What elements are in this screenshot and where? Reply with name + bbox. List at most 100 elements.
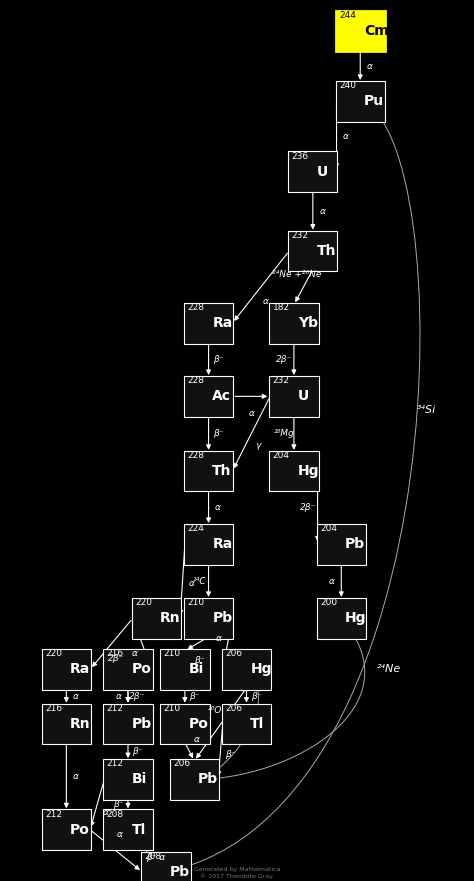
FancyBboxPatch shape [42, 704, 91, 744]
FancyBboxPatch shape [336, 81, 385, 122]
Text: 204: 204 [273, 451, 290, 460]
Text: β⁻: β⁻ [213, 429, 223, 438]
Text: ¹⁴C: ¹⁴C [192, 577, 206, 586]
Text: 210: 210 [164, 649, 181, 658]
Text: β⁻ α: β⁻ α [146, 853, 165, 862]
FancyBboxPatch shape [184, 303, 233, 344]
Text: α: α [116, 692, 121, 701]
Text: β⁻: β⁻ [189, 692, 200, 701]
Text: 208: 208 [107, 810, 124, 818]
FancyBboxPatch shape [132, 598, 181, 639]
FancyBboxPatch shape [184, 524, 233, 565]
FancyBboxPatch shape [103, 810, 153, 850]
Text: Pb: Pb [198, 773, 218, 787]
Text: 236: 236 [292, 152, 309, 160]
Text: Cm: Cm [364, 24, 389, 38]
Text: α: α [117, 830, 123, 840]
Text: β⁻: β⁻ [113, 800, 124, 809]
Text: Pb: Pb [212, 611, 232, 626]
Text: 208: 208 [145, 852, 162, 861]
FancyBboxPatch shape [160, 649, 210, 690]
FancyBboxPatch shape [160, 704, 210, 744]
FancyBboxPatch shape [222, 704, 271, 744]
Text: 212: 212 [45, 810, 62, 818]
Text: 212: 212 [107, 704, 124, 713]
Text: 228: 228 [187, 303, 204, 312]
Text: Po: Po [132, 663, 152, 677]
Text: Pb: Pb [345, 537, 365, 552]
Text: β⁻: β⁻ [132, 747, 143, 756]
Text: 200: 200 [320, 598, 337, 607]
Text: 228: 228 [187, 376, 204, 385]
FancyBboxPatch shape [184, 376, 233, 417]
FancyBboxPatch shape [184, 598, 233, 639]
Text: Tl: Tl [250, 717, 264, 731]
Text: Bi: Bi [132, 773, 147, 787]
Text: 2β⁻: 2β⁻ [300, 503, 316, 512]
Text: β⁻: β⁻ [213, 355, 223, 365]
Text: 240: 240 [339, 81, 356, 90]
Text: 2β⁻: 2β⁻ [109, 655, 125, 663]
Text: 232: 232 [273, 376, 290, 385]
Text: 216: 216 [107, 649, 124, 658]
Text: 232: 232 [292, 231, 309, 240]
Text: 216: 216 [45, 704, 62, 713]
Text: 210: 210 [164, 704, 181, 713]
FancyBboxPatch shape [269, 376, 319, 417]
Text: γ: γ [255, 441, 261, 450]
Text: 206: 206 [225, 649, 242, 658]
Text: 204: 204 [320, 524, 337, 533]
FancyBboxPatch shape [288, 152, 337, 192]
Text: Ac: Ac [212, 389, 231, 403]
FancyBboxPatch shape [288, 231, 337, 271]
Text: α: α [263, 297, 269, 307]
FancyBboxPatch shape [103, 649, 153, 690]
Text: Hg: Hg [298, 464, 319, 478]
Text: 220: 220 [135, 598, 152, 607]
Text: Ra: Ra [70, 663, 91, 677]
FancyBboxPatch shape [269, 451, 319, 492]
FancyBboxPatch shape [269, 303, 319, 344]
Text: α: α [367, 62, 373, 70]
Text: β⁻: β⁻ [194, 656, 205, 665]
Text: Hg: Hg [345, 611, 366, 626]
Text: α: α [319, 207, 325, 216]
Text: α: α [131, 649, 137, 658]
Text: Th: Th [317, 244, 336, 258]
Text: Hg: Hg [250, 663, 272, 677]
Text: 224: 224 [187, 524, 204, 533]
Text: 2β⁻: 2β⁻ [276, 355, 292, 365]
FancyBboxPatch shape [317, 598, 366, 639]
FancyBboxPatch shape [103, 704, 153, 744]
Text: ²⁴Ne: ²⁴Ne [376, 664, 401, 674]
Text: ²⁴Ne +²⁶Ne: ²⁴Ne +²⁶Ne [272, 270, 321, 279]
Text: 228: 228 [187, 451, 204, 460]
Text: α: α [189, 579, 195, 588]
FancyBboxPatch shape [184, 451, 233, 492]
Text: ²⁸Mg: ²⁸Mg [274, 429, 295, 438]
Text: Ra: Ra [212, 316, 233, 330]
Text: 2β⁻: 2β⁻ [129, 692, 146, 701]
Text: U: U [317, 165, 328, 179]
Text: α: α [103, 808, 109, 818]
Text: ³⁴Si: ³⁴Si [417, 404, 436, 415]
FancyBboxPatch shape [42, 810, 91, 850]
Text: α: α [329, 577, 335, 586]
Text: α: α [216, 633, 221, 642]
FancyBboxPatch shape [103, 759, 153, 800]
Text: U: U [298, 389, 309, 403]
Text: Bi: Bi [189, 663, 204, 677]
Text: 206: 206 [225, 704, 242, 713]
Text: α: α [193, 735, 200, 744]
FancyBboxPatch shape [317, 524, 366, 565]
FancyBboxPatch shape [42, 649, 91, 690]
FancyBboxPatch shape [222, 649, 271, 690]
Text: Po: Po [70, 823, 90, 837]
Text: 212: 212 [107, 759, 124, 768]
Text: α: α [343, 132, 349, 141]
Text: Yb: Yb [298, 316, 318, 330]
Text: α: α [73, 773, 79, 781]
FancyBboxPatch shape [336, 11, 385, 51]
Text: 244: 244 [339, 11, 356, 19]
FancyBboxPatch shape [141, 852, 191, 881]
